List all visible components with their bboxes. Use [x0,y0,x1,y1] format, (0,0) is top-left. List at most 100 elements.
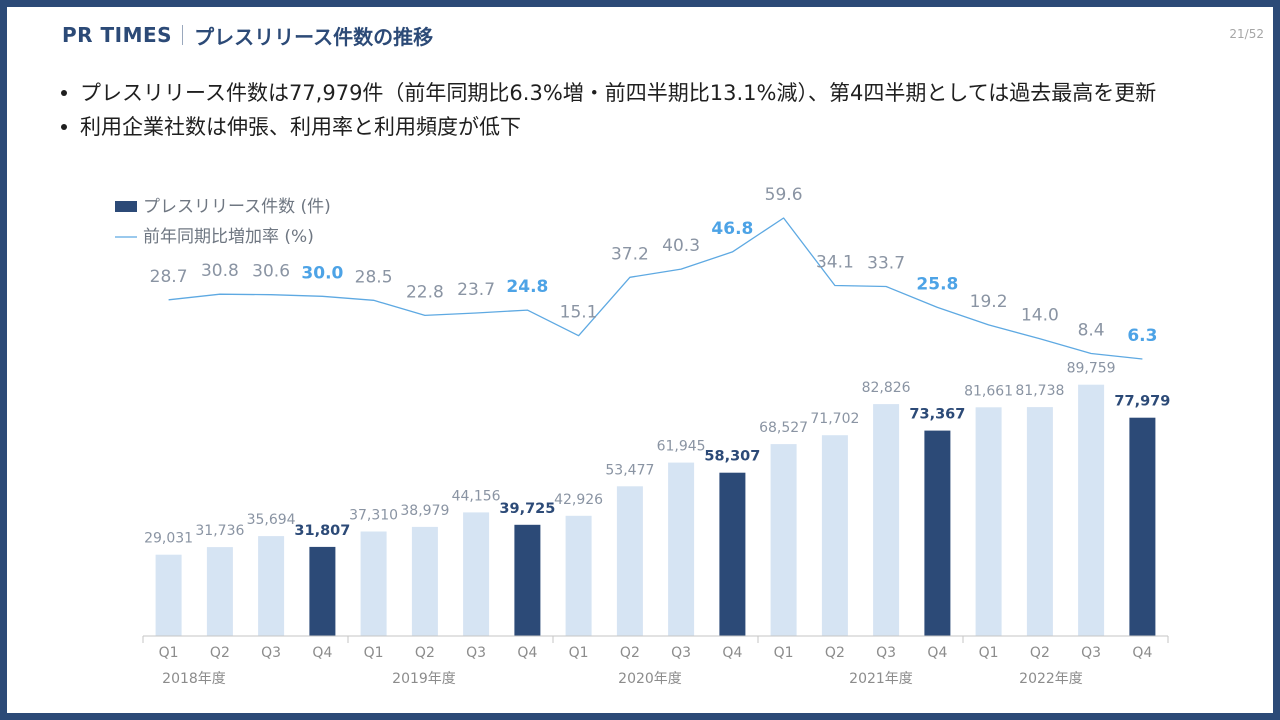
x-tick-label: Q2 [210,645,230,661]
x-tick-label: Q1 [159,645,179,661]
count-bar-label: 89,759 [1067,361,1116,377]
bullet-text: プレスリリース件数は77,979件（前年同期比6.3%増・前四半期比13.1%減… [80,81,1157,105]
x-tick-label: Q3 [261,645,281,661]
growth-rate-label: 8.4 [1078,321,1105,341]
legend-bar-swatch [115,201,137,212]
count-bar-label: 77,979 [1114,394,1170,410]
count-bar-label: 58,307 [704,449,760,465]
count-bar [514,524,541,636]
count-bar [616,486,643,636]
count-bar [821,435,848,636]
growth-rate-label: 25.8 [916,274,958,294]
growth-rate-label: 30.8 [201,261,239,281]
x-tick-label: Q2 [415,645,435,661]
count-bar-label: 53,477 [605,462,654,478]
growth-rate-label: 14.0 [1021,306,1059,326]
count-bar [206,547,233,636]
count-bar [360,531,387,636]
year-label: 2019年度 [392,671,456,687]
count-bar [1026,407,1053,636]
count-bar [309,546,336,636]
growth-rate-label: 19.2 [970,292,1008,312]
count-bar-label: 37,310 [349,508,398,524]
bar-series [155,384,1156,636]
growth-rate-label: 40.3 [662,236,700,256]
growth-rate-labels: 28.7 30.8 30.6 30.0 28.5 22.8 23.7 24.8 15.1 37.2… [150,185,1158,346]
count-bar [668,462,695,636]
count-bar-label: 71,702 [810,411,859,427]
x-tick-label: Q4 [1132,645,1152,661]
growth-rate-label: 23.7 [457,280,495,300]
x-tick-label: Q3 [876,645,896,661]
count-bar-label: 31,736 [195,523,244,539]
bullet-item: プレスリリース件数は77,979件（前年同期比6.3%増・前四半期比13.1%減… [58,77,1156,111]
count-bar-label: 38,979 [400,503,449,519]
x-tick-label: Q1 [364,645,384,661]
count-bar-label: 61,945 [657,439,706,455]
x-tick-label: Q2 [825,645,845,661]
page-title: プレスリリース件数の推移 [194,24,434,49]
growth-rate-label: 37.2 [611,244,649,264]
bullet-dot-icon [61,124,67,130]
x-tick-label: Q2 [1030,645,1050,661]
count-bar-label: 42,926 [554,492,603,508]
x-tick-label: Q3 [671,645,691,661]
count-bar [770,444,797,636]
bullet-list: プレスリリース件数は77,979件（前年同期比6.3%増・前四半期比13.1%減… [58,77,1156,145]
growth-rate-label: 30.6 [252,262,290,282]
x-tick-label: Q2 [620,645,640,661]
year-label: 2018年度 [162,671,226,687]
x-tick-label: Q4 [927,645,947,661]
legend-bar-label: プレスリリース件数 (件) [143,197,331,217]
growth-rate-label: 59.6 [765,185,803,205]
count-bar-label: 81,738 [1015,383,1064,399]
count-bar [924,430,951,636]
year-labels: 2018年度 2019年度 2020年度 2021年度 2022年度 [162,671,1083,687]
x-tick-label: Q1 [979,645,999,661]
count-bar [975,407,1002,636]
growth-rate-label: 33.7 [867,254,905,274]
growth-rate-label: 28.5 [355,267,393,287]
growth-rate-label: 6.3 [1127,326,1157,346]
count-bar [1078,384,1105,636]
brand-name: PR TIMES [62,23,173,47]
count-bar [258,536,285,636]
bullet-text: 利用企業社数は伸張、利用率と利用頻度が低下 [80,115,521,139]
growth-rate-label: 46.8 [711,219,753,239]
count-bar [1129,417,1156,636]
x-tick-label: Q1 [774,645,794,661]
x-tick-labels: Q1 Q2 Q3 Q4 Q1 Q2 Q3 Q4 Q1 Q2 Q3 Q4 Q1 Q2 Q3 Q4 Q1 Q2 Q3 Q4 [159,645,1153,661]
count-bar-label: 31,807 [294,523,350,539]
growth-rate-line [168,217,1143,360]
year-label: 2022年度 [1019,671,1083,687]
count-bar-label: 39,725 [499,501,555,517]
count-bar-label: 35,694 [247,512,296,528]
page-number: 21/52 [1229,27,1264,41]
growth-rate-label: 34.1 [816,253,854,273]
bullet-item: 利用企業社数は伸張、利用率と利用頻度が低下 [58,111,1156,145]
growth-rate-label: 22.8 [406,282,444,302]
count-bar [565,515,592,636]
legend-line-label: 前年同期比増加率 (%) [143,227,314,247]
count-bar [873,404,900,636]
x-tick-label: Q4 [722,645,742,661]
growth-rate-label: 30.0 [301,263,343,283]
count-bar-label: 73,367 [909,407,965,423]
legend: プレスリリース件数 (件) 前年同期比増加率 (%) [115,197,331,247]
count-bar-label: 82,826 [862,380,911,396]
growth-rate-label: 28.7 [150,267,188,287]
x-tick-label: Q3 [466,645,486,661]
x-tick-label: Q3 [1081,645,1101,661]
slide-header: PR TIMES プレスリリース件数の推移 [62,22,434,49]
count-bar [155,554,182,636]
growth-rate-label: 24.8 [506,277,548,297]
count-bar-label: 68,527 [759,420,808,436]
x-tick-label: Q4 [312,645,332,661]
year-label: 2021年度 [849,671,913,687]
x-tick-label: Q1 [569,645,589,661]
count-bar-label: 44,156 [452,488,501,504]
x-tick-label: Q4 [517,645,537,661]
